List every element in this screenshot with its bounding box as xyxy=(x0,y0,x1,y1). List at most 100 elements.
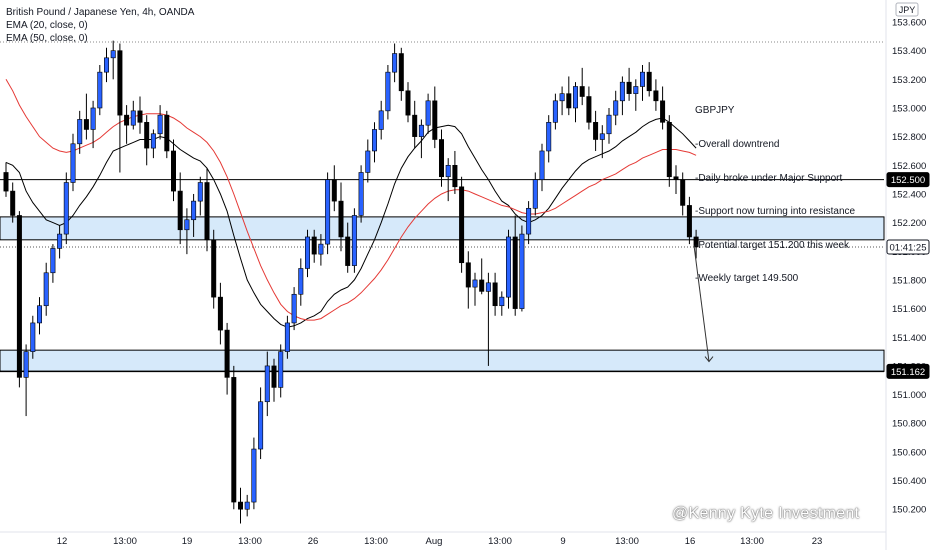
bull-candle-body xyxy=(104,57,110,73)
bull-candle-body xyxy=(90,107,96,130)
bear-candle-body xyxy=(83,119,89,130)
time-tick-label: 13:00 xyxy=(364,536,388,547)
time-tick-label: 13:00 xyxy=(615,536,639,547)
candle xyxy=(465,251,471,309)
candle xyxy=(418,119,424,159)
candle xyxy=(3,162,9,197)
bear-candle-body xyxy=(459,186,465,264)
candle xyxy=(438,129,444,187)
candle xyxy=(412,100,418,149)
note-line: -Weekly target 149.500 xyxy=(695,273,799,285)
bear-candle-body xyxy=(432,100,438,140)
price-label: 01:41:25 xyxy=(890,242,927,253)
bull-candle-body xyxy=(150,133,156,149)
bear-candle-body xyxy=(593,122,599,140)
price-tick-label: 152.600 xyxy=(892,161,926,172)
candle xyxy=(552,93,558,130)
bull-candle-body xyxy=(371,129,377,152)
price-tick-label: 150.600 xyxy=(892,447,926,458)
bear-candle-body xyxy=(16,215,22,378)
bear-candle-body xyxy=(204,182,210,241)
bull-candle-body xyxy=(606,114,612,135)
candle xyxy=(23,344,29,417)
bull-candle-body xyxy=(526,207,532,235)
bear-candle-body xyxy=(331,179,337,202)
candle xyxy=(425,93,431,134)
note-line: -Daily broke under Major Support xyxy=(695,172,843,184)
bear-candle-body xyxy=(438,139,444,178)
bull-candle-body xyxy=(385,71,391,112)
ema50-line xyxy=(5,79,697,321)
legend-title: British Pound / Japanese Yen, 4h, OANDA xyxy=(6,7,195,18)
candle xyxy=(238,487,244,524)
candle xyxy=(666,115,672,187)
candle xyxy=(298,258,304,306)
bull-candle-body xyxy=(639,71,645,87)
bear-candle-body xyxy=(673,176,679,180)
bear-candle-body xyxy=(144,122,150,149)
candle xyxy=(680,172,686,216)
price-label-box xyxy=(886,172,930,188)
bull-candle-body xyxy=(599,133,605,140)
price-tick-label: 151.600 xyxy=(892,304,926,315)
bear-candle-body xyxy=(412,114,418,137)
candle xyxy=(512,215,518,316)
candle xyxy=(405,82,411,123)
candle xyxy=(231,365,237,510)
candle xyxy=(459,176,465,273)
bull-candle-body xyxy=(539,150,545,180)
candle xyxy=(150,129,156,159)
price-tick-label: 153.600 xyxy=(892,18,926,29)
bull-candle-body xyxy=(264,365,270,403)
bull-candle-body xyxy=(157,114,163,135)
price-tick-label: 152.800 xyxy=(892,132,926,143)
candle xyxy=(157,105,163,140)
bull-candle-body xyxy=(445,165,451,178)
price-label-box xyxy=(886,239,930,255)
time-tick-label: 23 xyxy=(812,536,823,547)
candle xyxy=(593,110,599,151)
bear-candle-body xyxy=(124,114,130,126)
candle xyxy=(385,64,391,120)
bull-candle-body xyxy=(258,401,264,450)
candle xyxy=(197,176,203,216)
price-tick-label: 151.000 xyxy=(892,390,926,401)
bull-candle-body xyxy=(519,233,525,309)
candle xyxy=(164,110,170,159)
bull-candle-body xyxy=(184,219,190,231)
bull-candle-body xyxy=(36,305,42,324)
bull-candle-body xyxy=(552,100,558,123)
currency-badge xyxy=(895,2,919,17)
legend-ema50: EMA (50, close, 0) xyxy=(6,33,88,44)
candle xyxy=(117,43,123,173)
bull-candle-body xyxy=(619,81,625,102)
candle xyxy=(660,86,666,130)
bull-candle-body xyxy=(485,282,491,292)
bull-candle-body xyxy=(97,71,103,109)
bear-candle-body xyxy=(10,190,16,216)
bear-candle-body xyxy=(164,114,170,152)
time-tick-label: 16 xyxy=(685,536,696,547)
candle xyxy=(16,211,22,388)
bear-candle-body xyxy=(686,205,692,238)
bull-candle-body xyxy=(546,122,552,152)
candle xyxy=(137,96,143,134)
candle xyxy=(653,79,659,111)
arrow-shaft xyxy=(693,245,710,362)
time-tick-label: 12 xyxy=(57,536,68,547)
candle xyxy=(693,229,699,259)
candle xyxy=(472,272,478,306)
candle xyxy=(546,115,552,163)
candle xyxy=(351,208,357,273)
bull-candle-body xyxy=(251,448,257,503)
bull-candle-body xyxy=(197,182,203,202)
candle xyxy=(278,344,284,398)
bull-candle-body xyxy=(304,236,310,269)
bear-candle-body xyxy=(271,365,277,388)
candle xyxy=(572,82,578,123)
candle xyxy=(539,143,545,192)
candle xyxy=(90,100,96,149)
candle xyxy=(144,115,150,166)
bull-candle-body xyxy=(532,179,538,209)
